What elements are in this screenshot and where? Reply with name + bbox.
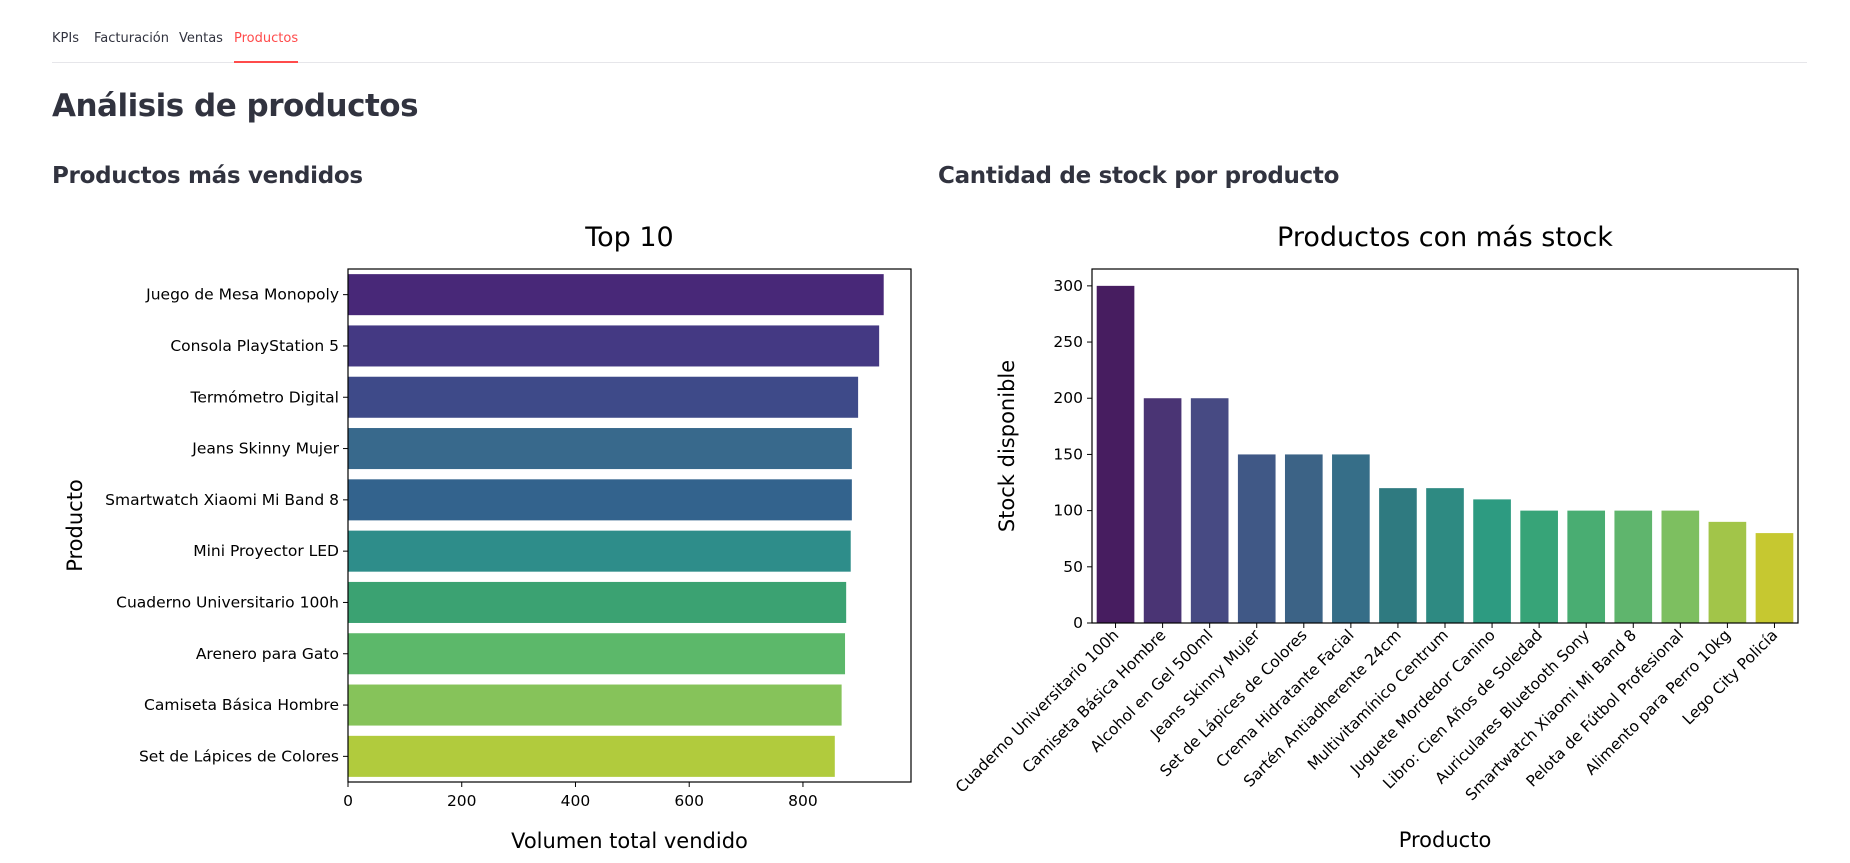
bar — [348, 684, 842, 726]
tab-kpis[interactable]: KPIs — [52, 31, 79, 46]
y-axis-label: Producto — [63, 479, 87, 572]
x-tick-label: 600 — [674, 792, 704, 810]
x-axis-label: Producto — [1399, 828, 1492, 852]
x-tick-label: 200 — [447, 792, 477, 810]
bar — [348, 274, 884, 316]
tab-bar: KPIs Facturación Ventas Productos — [52, 22, 1807, 63]
bar — [348, 479, 852, 521]
bar — [1237, 454, 1276, 623]
bar — [348, 428, 852, 470]
x-tick-label: 0 — [343, 792, 353, 810]
x-tick-label: 800 — [788, 792, 818, 810]
y-tick-label: Juego de Mesa Monopoly — [145, 286, 339, 304]
y-tick-label: Cuaderno Universitario 100h — [116, 593, 339, 611]
bar — [348, 581, 847, 623]
section-title-best-sellers: Productos más vendidos — [52, 163, 363, 189]
x-tick-label: Smartwatch Xiaomi Mi Band 8 — [1462, 626, 1640, 804]
bar — [1426, 488, 1464, 623]
y-tick-label: Camiseta Básica Hombre — [144, 696, 339, 714]
y-tick-label: Jeans Skinny Mujer — [191, 440, 339, 458]
chart-title: Productos con más stock — [1277, 222, 1613, 253]
y-tick-label: Mini Proyector LED — [193, 542, 339, 560]
y-tick-label: 0 — [1073, 614, 1083, 632]
top10-sales-chart: Top 10 Juego de Mesa Monopoly Consola Play… — [63, 222, 912, 853]
plot-frame — [347, 268, 912, 783]
y-axis-label: Stock disponible — [995, 360, 1019, 532]
bar — [1473, 499, 1511, 623]
bar — [1190, 398, 1229, 623]
bar — [1755, 533, 1794, 623]
section-title-stock: Cantidad de stock por producto — [938, 163, 1340, 189]
y-tick-label: 50 — [1063, 558, 1083, 576]
bar — [1379, 488, 1417, 623]
bar — [1567, 510, 1606, 623]
y-tick-label: Consola PlayStation 5 — [170, 337, 339, 355]
bar — [1708, 521, 1747, 623]
y-tick-label: Arenero para Gato — [196, 645, 339, 663]
bar — [348, 735, 835, 777]
page-title: Análisis de productos — [52, 88, 419, 124]
bar — [1661, 510, 1700, 623]
y-tick-label: 150 — [1053, 445, 1083, 463]
bar — [1284, 454, 1323, 623]
tab-facturacion[interactable]: Facturación — [94, 31, 169, 46]
y-tick-label: 300 — [1053, 277, 1083, 295]
tab-ventas[interactable]: Ventas — [179, 31, 223, 46]
bar — [1614, 510, 1653, 623]
tab-productos[interactable]: Productos — [234, 31, 299, 63]
bar — [348, 376, 859, 418]
y-tick-label: 100 — [1053, 502, 1083, 520]
x-tick-label: 400 — [561, 792, 591, 810]
x-axis-label: Volumen total vendido — [511, 829, 748, 853]
bar — [348, 633, 846, 675]
y-tick-label: Termómetro Digital — [190, 388, 339, 406]
y-tick-label: Smartwatch Xiaomi Mi Band 8 — [105, 491, 339, 509]
y-tick-label: 250 — [1053, 333, 1083, 351]
bar — [1143, 398, 1182, 623]
bar — [348, 530, 851, 572]
chart-title: Top 10 — [584, 222, 674, 253]
bar — [1332, 454, 1370, 623]
y-tick-label: 200 — [1053, 389, 1083, 407]
y-tick-label: Set de Lápices de Colores — [139, 747, 339, 765]
bar — [1096, 285, 1135, 623]
bar — [348, 325, 880, 367]
bar — [1520, 510, 1558, 623]
plot-frame — [1091, 268, 1799, 624]
